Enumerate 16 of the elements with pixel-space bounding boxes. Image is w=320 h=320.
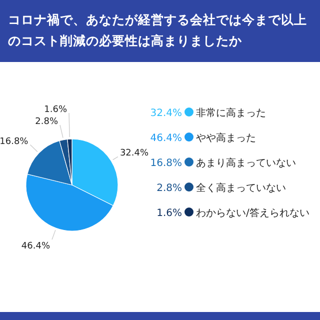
legend-label: あまり高まっていない (196, 157, 296, 169)
legend-label: 全く高まっていない (196, 182, 286, 194)
legend-item: 16.8% あまり高まっていない (150, 158, 296, 169)
data-label: 16.8% (0, 136, 29, 147)
legend-item: 1.6% わからない/答えられない (156, 208, 310, 219)
legend-label: わからない/答えられない (196, 207, 310, 219)
legend-item: 2.8% 全く高まっていない (156, 182, 286, 194)
data-label: 46.4% (21, 241, 50, 252)
legend-label: やや高まった (196, 132, 256, 144)
chart-title: コロナ禍で、あなたが経営する会社では今まで以上のコスト削減の必要性は高まりましたか (8, 12, 307, 48)
legend-item: 46.4% やや高まった (150, 132, 256, 144)
data-label: 1.6% (44, 105, 68, 115)
data-label: 32.4% (120, 148, 149, 159)
legend-item: 32.4% 非常に高まった (150, 108, 266, 119)
legend-label: 非常に高まった (196, 107, 266, 119)
data-label: 2.8% (35, 117, 58, 127)
